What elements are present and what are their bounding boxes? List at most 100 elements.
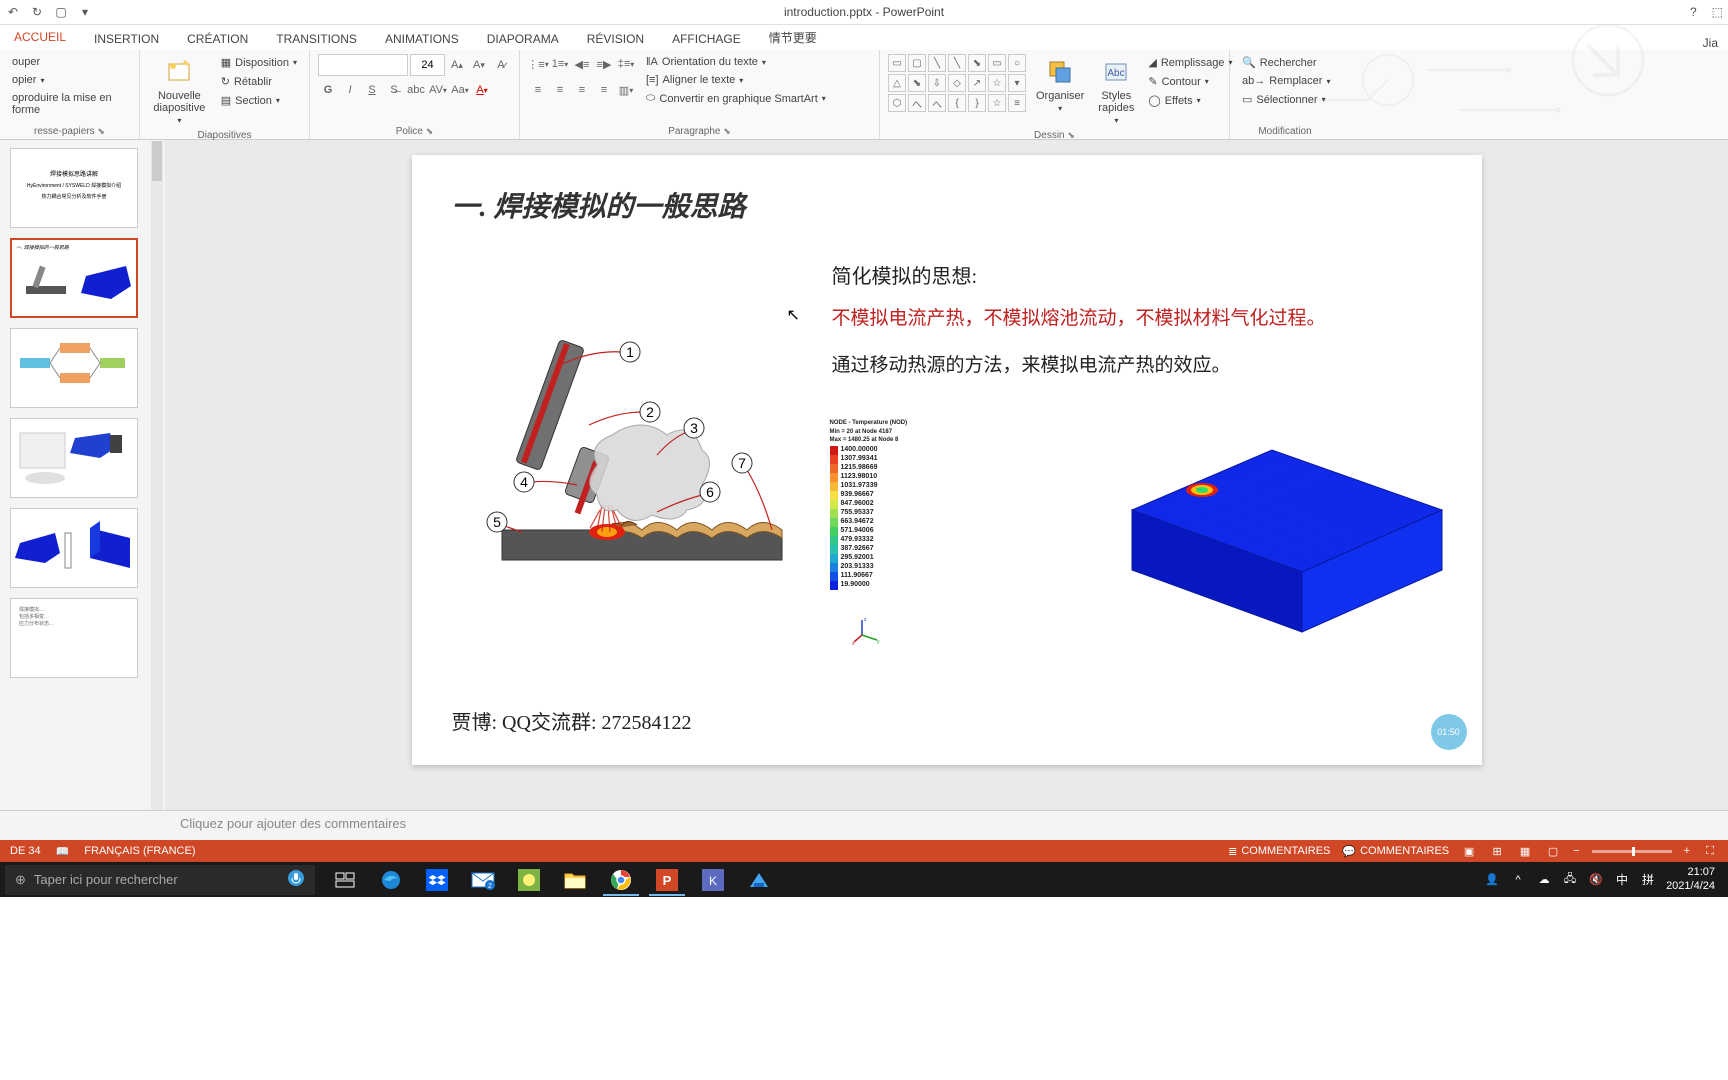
align-left-button[interactable]: ≡: [528, 80, 548, 100]
network-icon[interactable]: 🖧: [1562, 872, 1578, 888]
slide-thumb-4[interactable]: [10, 418, 138, 498]
tab-diaporama[interactable]: DIAPORAMA: [473, 28, 573, 50]
justify-button[interactable]: ≡: [594, 80, 614, 100]
qat-redo[interactable]: ↻: [29, 4, 45, 20]
ime-icon-2[interactable]: 拼: [1640, 872, 1656, 888]
tab-insertion[interactable]: INSERTION: [80, 28, 173, 50]
decrease-indent-button[interactable]: ◀≡: [572, 54, 592, 74]
onedrive-icon[interactable]: ☁: [1536, 872, 1552, 888]
decrease-font-button[interactable]: A▾: [469, 55, 489, 75]
cut-button[interactable]: ouper: [8, 54, 131, 70]
align-text-button[interactable]: [≡] Aligner le texte ▾: [642, 72, 830, 88]
shape-fill-button[interactable]: ◢ Remplissage ▾: [1144, 54, 1236, 71]
bold-button[interactable]: G: [318, 80, 338, 100]
arrange-button[interactable]: Organiser▾: [1032, 54, 1088, 116]
zoom-slider[interactable]: [1592, 850, 1672, 853]
slide-thumb-2[interactable]: 一. 焊接模拟的一般思路: [10, 238, 138, 318]
reset-button[interactable]: ↻ Rétablir: [217, 73, 301, 90]
powerpoint-icon[interactable]: P: [645, 864, 689, 896]
numbering-button[interactable]: 1≡▾: [550, 54, 570, 74]
format-painter-button[interactable]: oproduire la mise en forme: [8, 90, 131, 118]
zoom-out-button[interactable]: −: [1573, 845, 1579, 857]
layout-button[interactable]: ▦ Disposition ▾: [217, 54, 301, 71]
ime-icon-1[interactable]: 中: [1614, 872, 1630, 888]
slide-thumb-1[interactable]: 焊接模拟思路讲解 HyEnvironment / SYSWELD 焊接模拟介绍 …: [10, 148, 138, 228]
font-color-button[interactable]: A▾: [472, 80, 492, 100]
normal-view-button[interactable]: ▣: [1461, 844, 1477, 858]
slide-thumb-6[interactable]: 焊接模拟…包括多相变…应力分布状态…: [10, 598, 138, 678]
explorer-icon[interactable]: [553, 864, 597, 896]
tab-revision[interactable]: RÉVISION: [573, 28, 658, 50]
sorter-view-button[interactable]: ⊞: [1489, 844, 1505, 858]
tab-creation[interactable]: CRÉATION: [173, 28, 262, 50]
slide-body-text[interactable]: 通过移动热源的方法，来模拟电流产热的效应。: [832, 350, 1231, 377]
chrome-icon[interactable]: [599, 864, 643, 896]
case-button[interactable]: Aa▾: [450, 80, 470, 100]
underline-button[interactable]: S: [362, 80, 382, 100]
qat-slideshow[interactable]: ▢: [53, 4, 69, 20]
find-button[interactable]: 🔍 Rechercher: [1238, 54, 1332, 71]
slide-red-text[interactable]: 不模拟电流产热，不模拟熔池流动，不模拟材料气化过程。: [832, 303, 1326, 330]
qat-customize[interactable]: ▾: [77, 4, 93, 20]
text-direction-button[interactable]: ‖A Orientation du texte ▾: [642, 54, 830, 70]
slide-thumb-3[interactable]: [10, 328, 138, 408]
tab-affichage[interactable]: AFFICHAGE: [658, 28, 755, 50]
align-center-button[interactable]: ≡: [550, 80, 570, 100]
font-size-input[interactable]: [410, 54, 445, 76]
clear-format-button[interactable]: A̷: [491, 55, 511, 75]
taskbar-search[interactable]: ⊕ Taper ici pour rechercher: [5, 865, 315, 895]
italic-button[interactable]: I: [340, 80, 360, 100]
app-icon-1[interactable]: [507, 864, 551, 896]
tab-addins[interactable]: 情节更要: [755, 25, 831, 50]
volume-icon[interactable]: 🔇: [1588, 872, 1604, 888]
strike-button[interactable]: S̶: [384, 80, 404, 100]
section-button[interactable]: ▤ Section ▾: [217, 92, 301, 109]
dropbox-icon[interactable]: [415, 864, 459, 896]
taskbar-clock[interactable]: 21:07 2021/4/24: [1666, 866, 1723, 892]
shapes-gallery[interactable]: ▭▢╲╲⬊▭○ △⬊⇩◇↗☆▾ ⬡へへ{}☆≡: [888, 54, 1026, 112]
slide-editor[interactable]: 一. 焊接模拟的一般思路 简化模拟的思想: 不模拟电流产热，不模拟熔池流动，不模…: [165, 140, 1728, 810]
tray-expand-icon[interactable]: ^: [1510, 872, 1526, 888]
notes-pane[interactable]: Cliquez pour ajouter des commentaires: [0, 810, 1728, 840]
tab-transitions[interactable]: TRANSITIONS: [262, 28, 371, 50]
notes-toggle[interactable]: ≣ COMMENTAIRES: [1228, 845, 1330, 858]
spell-check-icon[interactable]: 📖: [56, 845, 70, 858]
task-view-button[interactable]: [323, 864, 367, 896]
copy-button[interactable]: opier ▾: [8, 72, 131, 88]
line-spacing-button[interactable]: ‡≡▾: [616, 54, 636, 74]
reading-view-button[interactable]: ▦: [1517, 844, 1533, 858]
qat-undo[interactable]: ↶: [5, 4, 21, 20]
thumbnail-scrollbar[interactable]: [151, 140, 163, 810]
bullets-button[interactable]: ⋮≡▾: [528, 54, 548, 74]
ribbon-display-button[interactable]: ⬚: [1712, 5, 1723, 19]
slide-thumb-5[interactable]: [10, 508, 138, 588]
replace-button[interactable]: ab→ Remplacer ▾: [1238, 73, 1332, 89]
tab-animations[interactable]: ANIMATIONS: [371, 28, 473, 50]
slide-footer[interactable]: 贾博: QQ交流群: 272584122: [452, 706, 692, 735]
people-icon[interactable]: 👤: [1484, 872, 1500, 888]
shadow-button[interactable]: abc: [406, 80, 426, 100]
temperature-legend[interactable]: NODE - Temperature (NOD) Min = 20 at Nod…: [830, 420, 930, 590]
tab-accueil[interactable]: ACCUEIL: [0, 26, 80, 50]
font-family-select[interactable]: [318, 54, 408, 76]
slide-title[interactable]: 一. 焊接模拟的一般思路: [452, 185, 1442, 225]
zoom-in-button[interactable]: +: [1684, 845, 1690, 857]
comments-toggle[interactable]: 💬 COMMENTAIRES: [1342, 845, 1449, 858]
edge-icon[interactable]: [369, 864, 413, 896]
increase-font-button[interactable]: A▴: [447, 55, 467, 75]
app-icon-3[interactable]: [737, 864, 781, 896]
welding-diagram[interactable]: 1 2 3 4 5 6 7: [462, 320, 812, 580]
increase-indent-button[interactable]: ≡▶: [594, 54, 614, 74]
fit-window-button[interactable]: ⛶: [1702, 844, 1718, 858]
columns-button[interactable]: ▥▾: [616, 80, 636, 100]
quick-styles-button[interactable]: Abc Styles rapides▾: [1094, 54, 1138, 128]
app-icon-2[interactable]: K: [691, 864, 735, 896]
language-indicator[interactable]: FRANÇAIS (FRANCE): [84, 845, 195, 857]
spacing-button[interactable]: AV▾: [428, 80, 448, 100]
align-right-button[interactable]: ≡: [572, 80, 592, 100]
help-button[interactable]: ?: [1690, 5, 1697, 19]
shape-effects-button[interactable]: ◯ Effets ▾: [1144, 92, 1236, 109]
slideshow-view-button[interactable]: ▢: [1545, 844, 1561, 858]
shape-outline-button[interactable]: ✎ Contour ▾: [1144, 73, 1236, 90]
slide-subtitle[interactable]: 简化模拟的思想:: [832, 260, 978, 289]
